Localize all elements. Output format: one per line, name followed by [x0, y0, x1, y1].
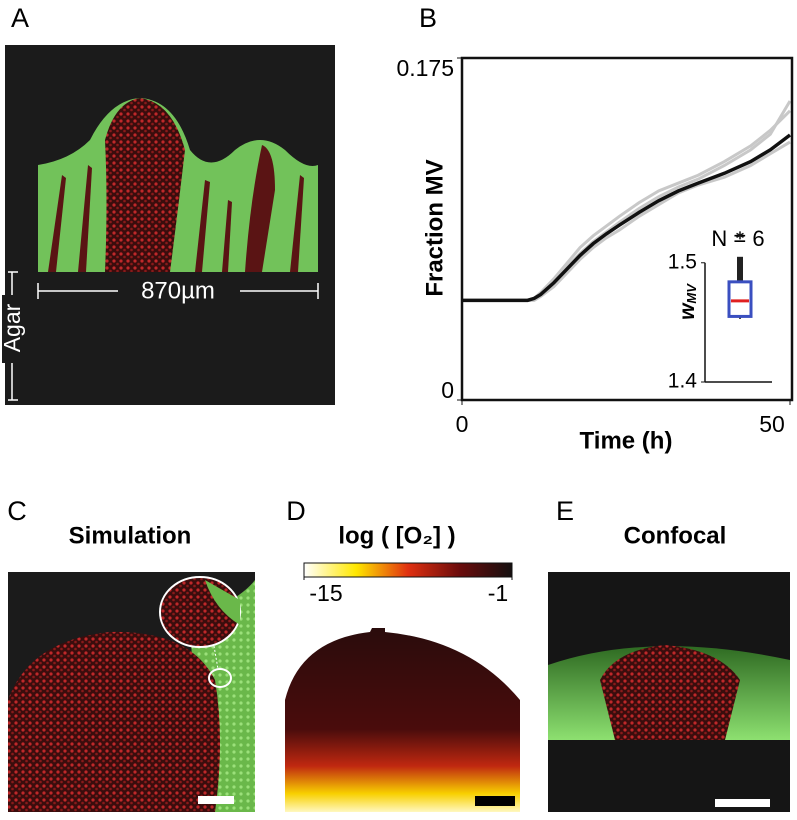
- scale-label: 870µm: [141, 277, 215, 304]
- inset-y-label-sub: MV: [684, 283, 699, 304]
- panel-title: Confocal: [624, 522, 727, 549]
- colorbar: [303, 562, 513, 578]
- axes-frame: [460, 56, 794, 402]
- agar-bg: [2, 295, 24, 363]
- panel-label: E: [556, 496, 574, 526]
- inset-y-tick-label: 1.4: [668, 370, 698, 393]
- confocal-red: [600, 645, 740, 740]
- red-streaks: [48, 145, 304, 272]
- scale-bar: [475, 796, 515, 806]
- scale-bar: [198, 796, 234, 804]
- inset-y-tick-label: 1.5: [668, 250, 697, 273]
- panel-title: Simulation: [69, 522, 192, 549]
- panel-label: D: [286, 496, 306, 526]
- outlier: [736, 231, 744, 240]
- panel-label: C: [7, 496, 27, 526]
- inset-y-label-main: w: [676, 302, 699, 320]
- zoom-green: [205, 580, 240, 625]
- box: [727, 280, 753, 318]
- panel-label: B: [419, 3, 437, 33]
- colony-red: [105, 98, 185, 272]
- scale-bg: [118, 278, 240, 304]
- zoom-source: [208, 668, 232, 688]
- y-tick-label: 0: [441, 377, 454, 403]
- scale-bar: [715, 799, 770, 807]
- x-axis-label: Time (h): [580, 427, 673, 454]
- series-line: [462, 133, 792, 303]
- panel-label: A: [11, 3, 29, 33]
- inset-y-label: wMV: [676, 283, 700, 320]
- inset-annotation: N = 6: [711, 226, 764, 251]
- colorbar-tick-label: -15: [309, 580, 342, 606]
- agar-label: Agar: [0, 303, 25, 352]
- oxygen-map: [285, 628, 520, 812]
- x-tick-label: 0: [456, 411, 469, 437]
- series-line: [462, 140, 791, 302]
- x-tick-label: 50: [759, 411, 785, 437]
- colorbar-title: log ( [O₂] ): [338, 522, 455, 549]
- y-tick-label: 0.175: [396, 55, 454, 81]
- sim-red: [8, 631, 220, 812]
- outlier-stroke: [736, 232, 744, 238]
- y-axis-label: Fraction MV: [421, 159, 448, 296]
- colorbar-tick-label: -1: [488, 580, 508, 606]
